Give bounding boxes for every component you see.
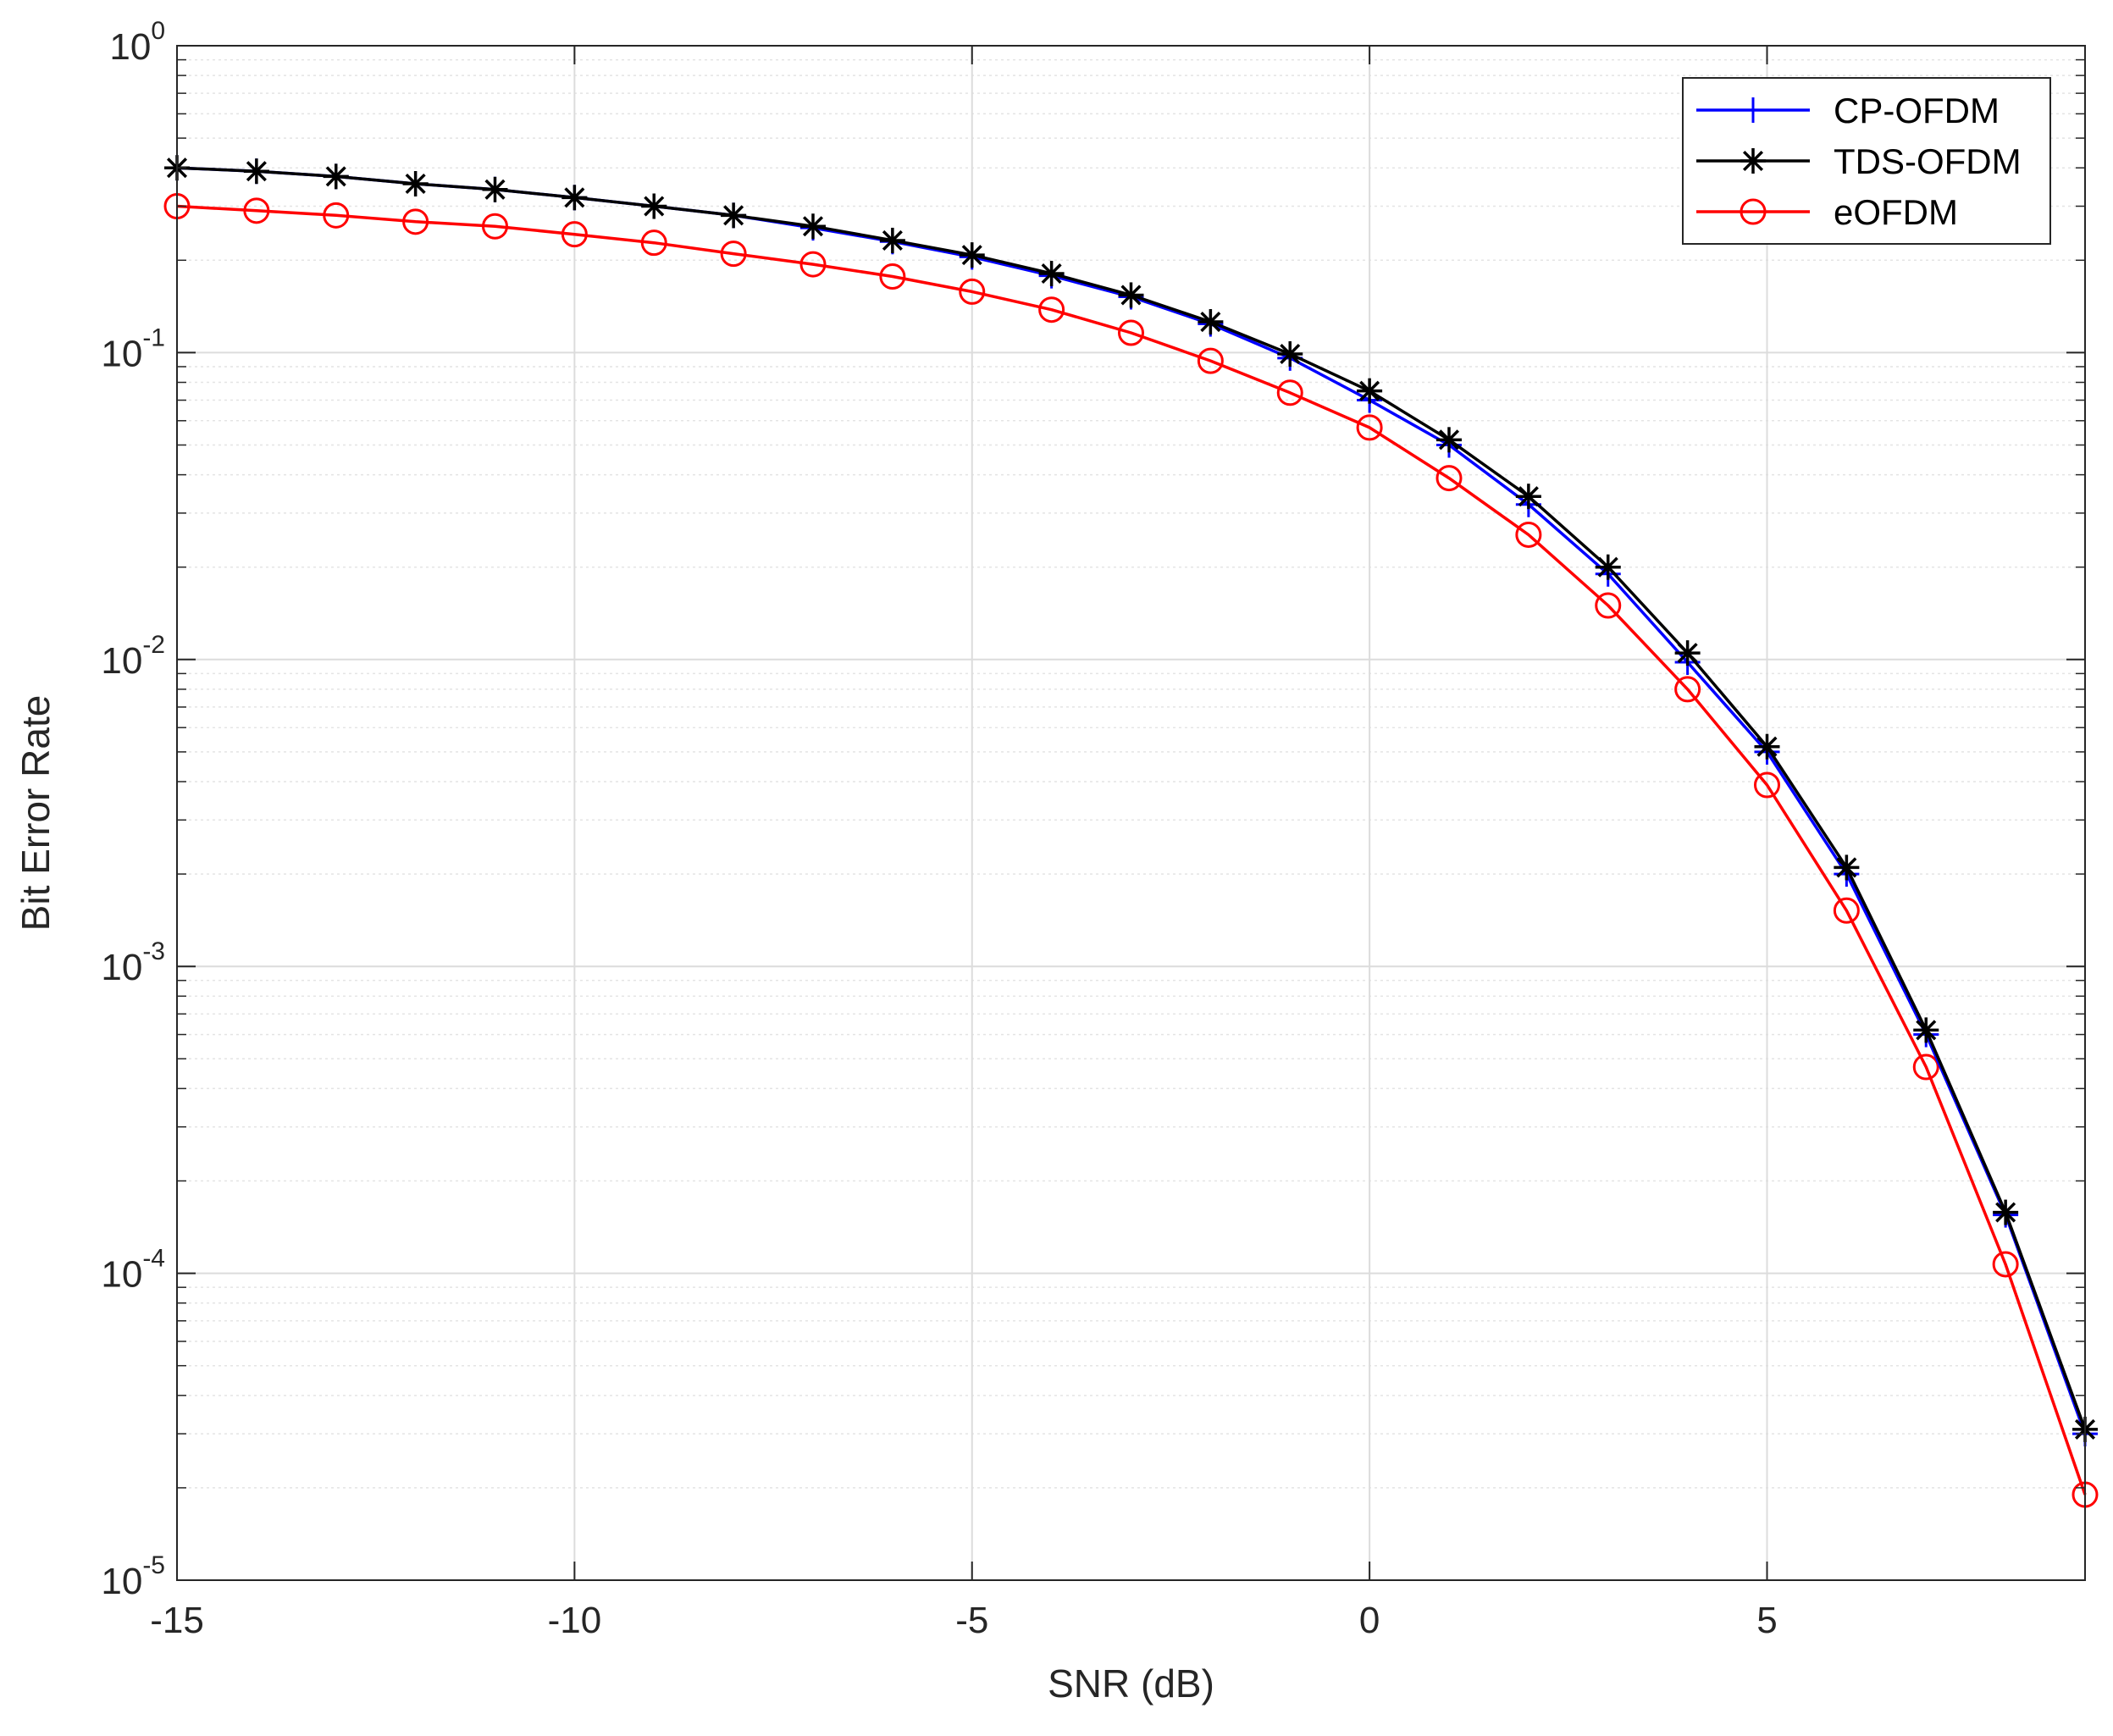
data-point xyxy=(879,227,905,253)
data-point xyxy=(1674,640,1701,666)
data-point xyxy=(323,202,350,229)
data-point xyxy=(1356,414,1383,441)
data-point xyxy=(799,251,827,278)
data-point xyxy=(1515,484,1541,510)
data-point xyxy=(1198,309,1224,335)
data-point xyxy=(1754,733,1780,760)
plot-frame xyxy=(176,45,2086,1581)
data-point xyxy=(1992,1251,2019,1278)
data-point xyxy=(1912,1053,1939,1081)
legend-marker xyxy=(1740,148,1766,174)
data-point xyxy=(721,202,747,229)
data-point xyxy=(1515,521,1542,548)
data-point xyxy=(1834,854,1860,881)
plot-area xyxy=(177,46,2085,1580)
axis-ticks: -15 -10 -5 0 5 100 10-1 10-2 10-3 10-4 10-5 xyxy=(101,17,2085,1641)
data-point xyxy=(1993,1199,2019,1225)
data-point xyxy=(1595,592,1622,619)
legend: CP-OFDM TDS-OFDM eOFDM xyxy=(1682,77,2051,245)
data-point xyxy=(1435,465,1463,492)
data-point xyxy=(243,197,270,224)
data-point xyxy=(1833,897,1860,924)
data-point xyxy=(323,163,349,190)
legend-label: TDS-OFDM xyxy=(1834,141,2022,181)
data-point xyxy=(1674,676,1701,703)
y-tick-label: 100 xyxy=(109,17,165,68)
y-tick-label: 10-3 xyxy=(101,937,165,988)
data-point xyxy=(1118,319,1144,346)
data-point xyxy=(561,221,588,248)
data-point xyxy=(959,242,985,268)
legend-item: TDS-OFDM xyxy=(1696,141,2022,181)
data-point xyxy=(879,263,906,290)
data-point xyxy=(482,176,508,202)
data-point xyxy=(402,208,429,235)
data-point xyxy=(243,158,269,185)
data-point xyxy=(1913,1017,1939,1043)
series-line xyxy=(176,204,2087,1496)
y-tick-label: 10-2 xyxy=(101,631,165,682)
data-point xyxy=(641,193,667,219)
data-point xyxy=(1357,378,1383,404)
data-point xyxy=(482,213,508,240)
y-tick-label: 10-4 xyxy=(101,1245,165,1296)
data-point xyxy=(720,240,747,268)
series-tds-ofdm xyxy=(164,155,2098,1442)
data-point xyxy=(1595,554,1621,580)
y-axis-label: Bit Error Rate xyxy=(14,695,58,932)
y-tick-label: 10-5 xyxy=(101,1551,165,1602)
legend-marker xyxy=(1740,198,1767,225)
data-point xyxy=(1118,282,1144,308)
data-point xyxy=(640,229,667,257)
series-layer xyxy=(163,155,2099,1508)
x-tick-label: 5 xyxy=(1756,1600,1777,1641)
legend-marker xyxy=(1740,97,1766,123)
legend-label: eOFDM xyxy=(1834,192,1958,232)
data-point xyxy=(800,213,826,240)
series-eofdm xyxy=(163,192,2099,1508)
legend-item: eOFDM xyxy=(1696,192,1958,232)
x-tick-label: -10 xyxy=(548,1600,602,1641)
x-axis-label: SNR (dB) xyxy=(1048,1661,1214,1706)
data-point xyxy=(402,170,429,196)
data-point xyxy=(1197,347,1224,374)
x-tick-label: 0 xyxy=(1359,1600,1380,1641)
data-point xyxy=(1436,427,1462,453)
data-point xyxy=(1277,340,1303,367)
data-point xyxy=(959,278,986,305)
legend-item: CP-OFDM xyxy=(1696,91,2000,130)
y-tick-label: 10-1 xyxy=(101,323,165,374)
data-point xyxy=(561,185,588,211)
x-tick-label: -15 xyxy=(150,1600,204,1641)
data-point xyxy=(1276,379,1303,406)
data-point xyxy=(1038,261,1065,287)
data-point xyxy=(1754,771,1780,799)
legend-label: CP-OFDM xyxy=(1834,91,2000,130)
x-tick-label: -5 xyxy=(955,1600,988,1641)
data-point xyxy=(1038,296,1065,323)
